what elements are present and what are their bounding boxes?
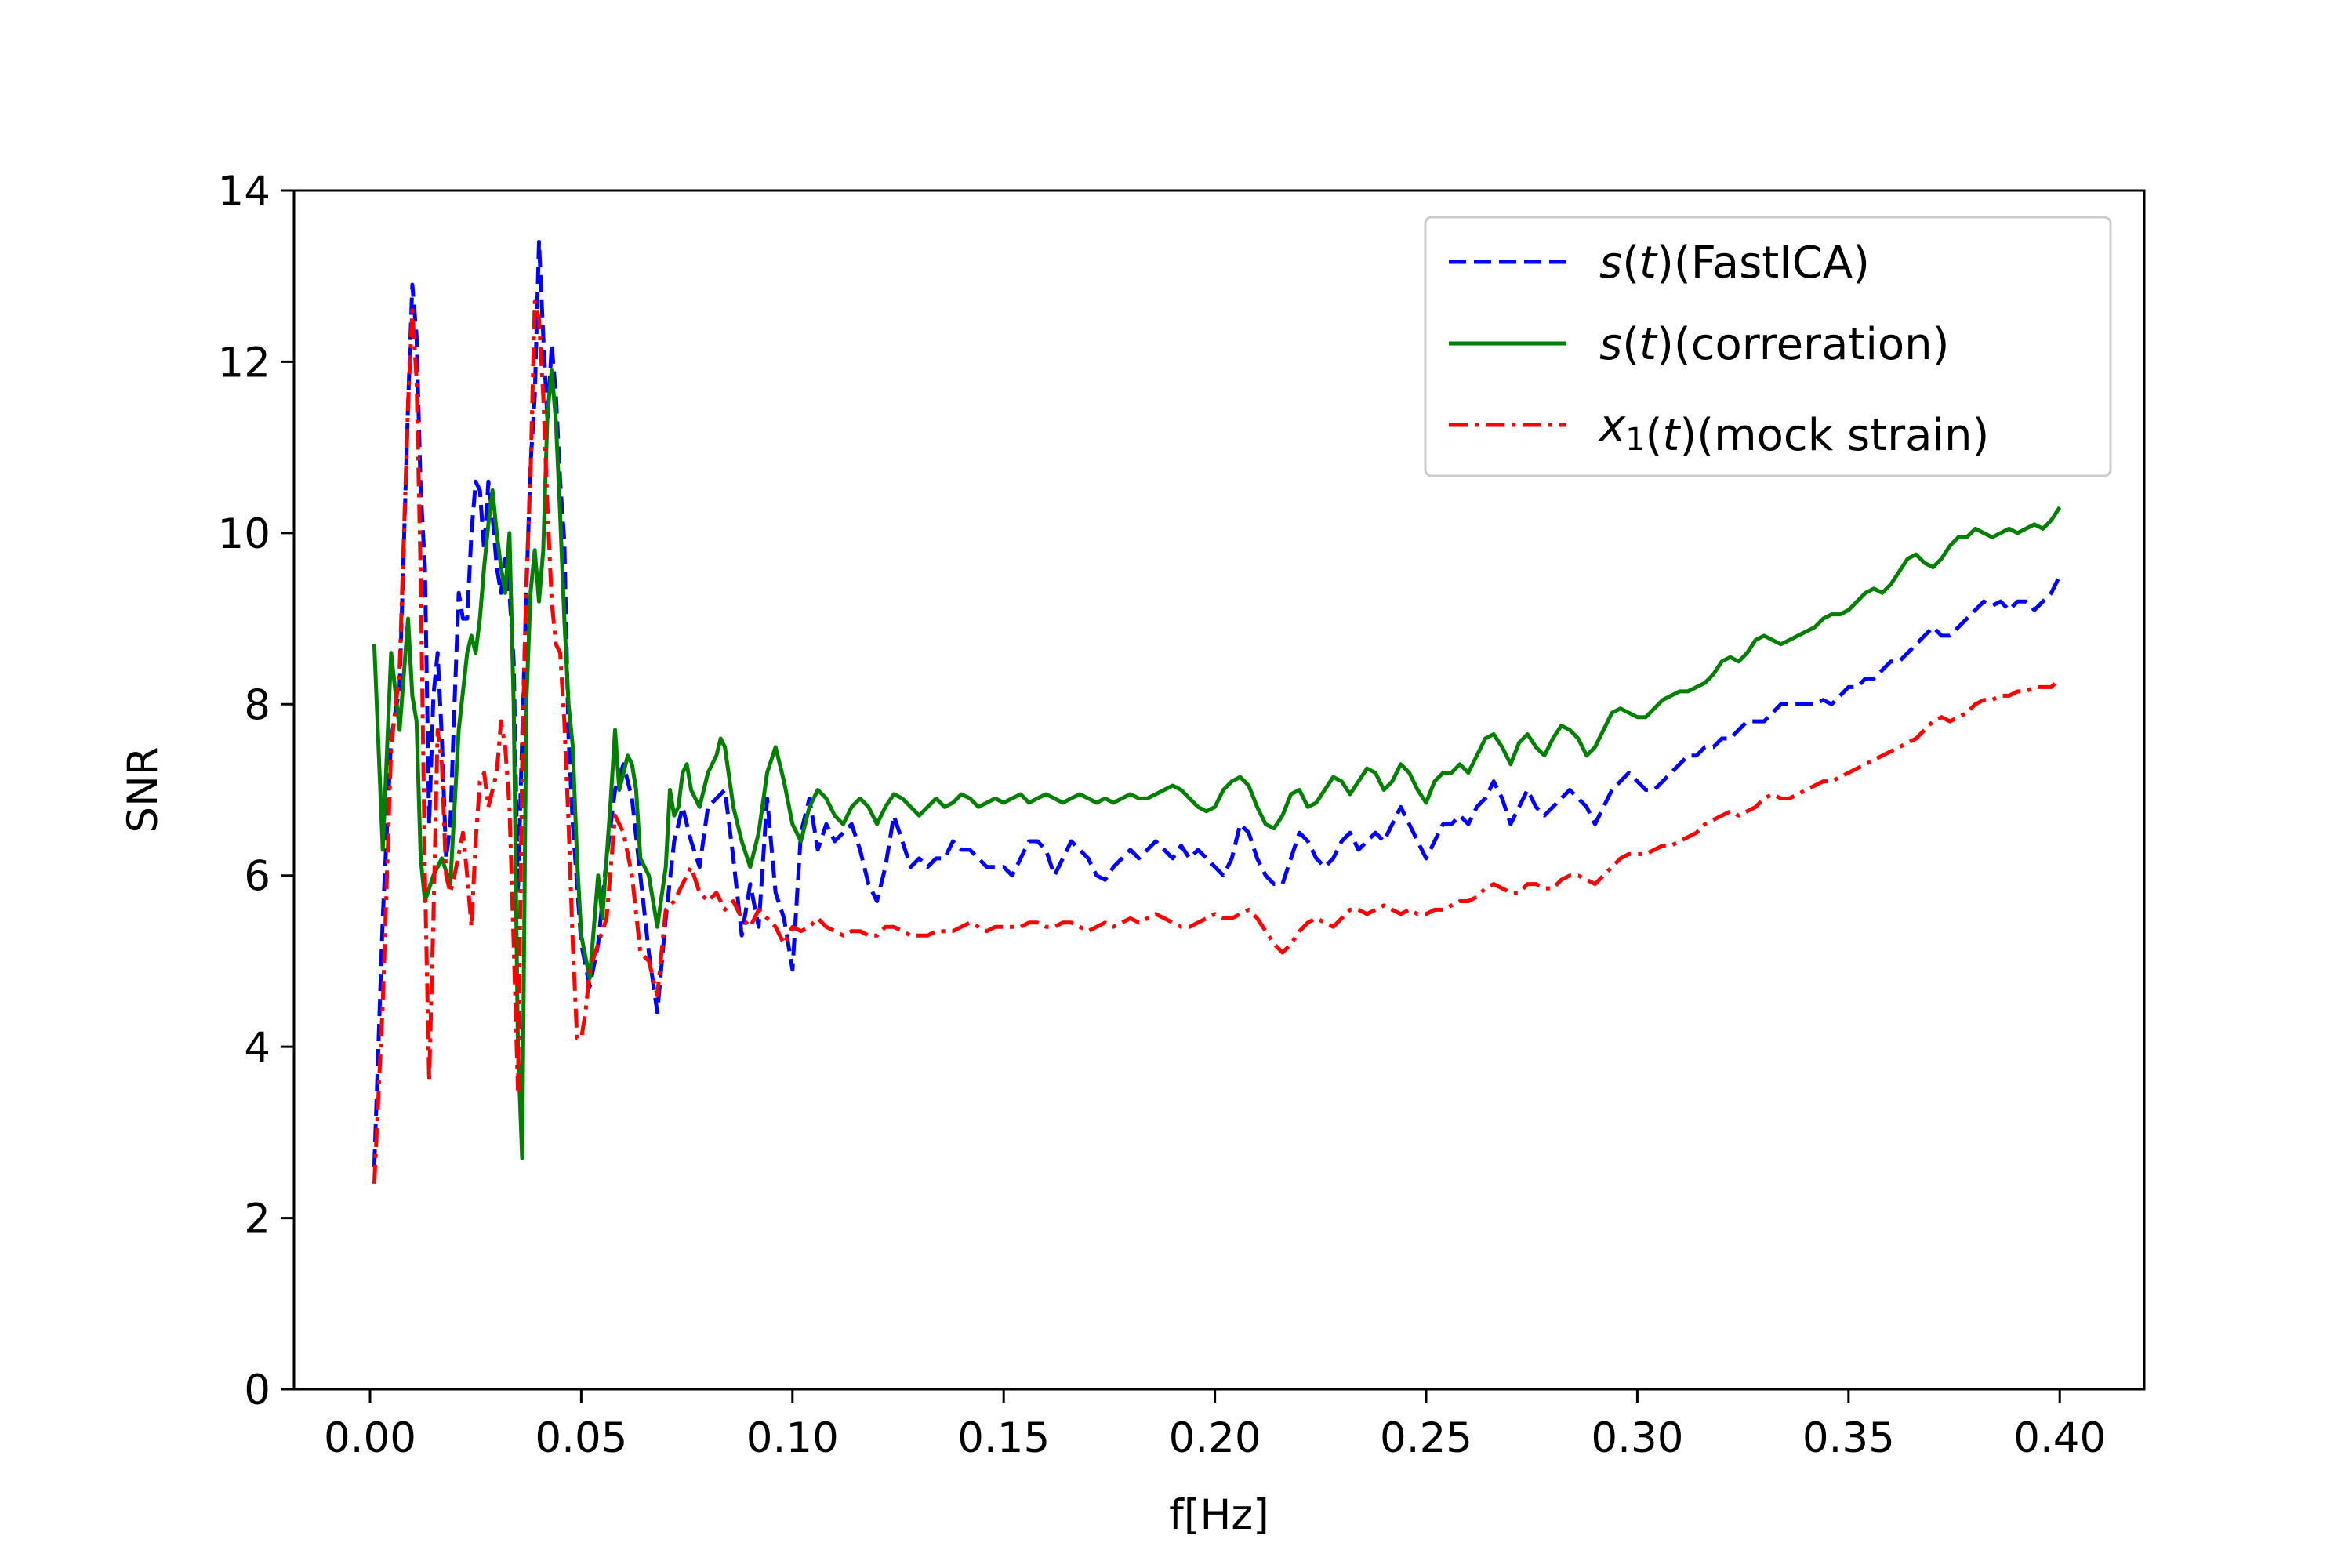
y-tick-label: 6 <box>244 853 270 901</box>
legend-label: x1(t)(mock strain) <box>1598 401 1989 461</box>
x-tick-label: 0.10 <box>746 1414 839 1462</box>
y-tick-label: 4 <box>244 1024 270 1072</box>
y-tick-label: 2 <box>244 1196 270 1243</box>
series-line-1 <box>372 240 2062 1167</box>
x-tick-label: 0.00 <box>324 1414 416 1462</box>
legend: s(t)(FastICA) s(t)(correration) x1(t)(mock… <box>1424 216 2112 477</box>
y-tick-label: 0 <box>244 1367 270 1414</box>
y-tick-label: 8 <box>244 681 270 729</box>
x-tick-label: 0.35 <box>1802 1414 1895 1462</box>
y-axis: 0 2 4 6 8 10 12 14 <box>218 168 294 1414</box>
legend-box <box>1424 216 2112 477</box>
x-tick-label: 0.05 <box>535 1414 627 1462</box>
y-axis-label: SNR <box>119 746 167 833</box>
y-tick-label: 10 <box>218 510 270 558</box>
x-axis: 0.00 0.05 0.10 0.15 0.20 0.25 0.30 0.35 0.40 <box>324 1389 2106 1462</box>
x-tick-label: 0.40 <box>2013 1414 2106 1462</box>
x-tick-label: 0.20 <box>1169 1414 1261 1462</box>
series-line-2 <box>372 368 2062 1160</box>
plot-frame <box>292 189 2146 1391</box>
x-tick-label: 0.30 <box>1591 1414 1683 1462</box>
series-layer <box>372 240 2062 1185</box>
y-tick-label: 12 <box>218 339 270 387</box>
legend-label: s(t)(correration) <box>1599 319 1950 370</box>
y-tick-label: 14 <box>218 168 270 216</box>
x-tick-label: 0.25 <box>1380 1414 1472 1462</box>
x-axis-label: f[Hz] <box>1169 1491 1269 1539</box>
legend-label: s(t)(FastICA) <box>1599 238 1870 289</box>
x-tick-label: 0.15 <box>957 1414 1050 1462</box>
series-line-3 <box>372 299 2061 1185</box>
